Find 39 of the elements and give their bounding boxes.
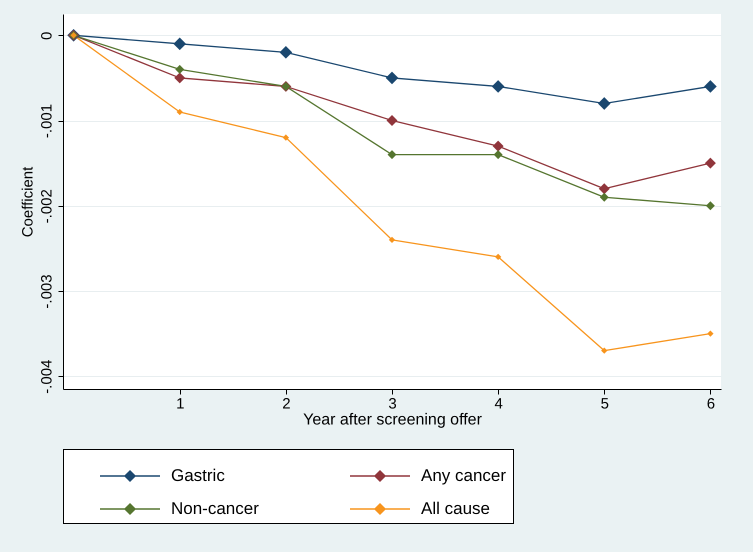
x-tick-label: 4 bbox=[494, 396, 503, 412]
x-tick-label: 3 bbox=[388, 396, 397, 412]
x-tick-label: 6 bbox=[706, 396, 716, 412]
point bbox=[176, 108, 183, 116]
y-tick-label: -.002 bbox=[38, 189, 56, 224]
point bbox=[601, 347, 608, 354]
point bbox=[704, 80, 717, 93]
point bbox=[598, 183, 610, 194]
point bbox=[388, 236, 396, 244]
point bbox=[492, 140, 504, 152]
point bbox=[494, 150, 503, 160]
point bbox=[174, 72, 186, 84]
y-tick-label: -.001 bbox=[38, 104, 56, 138]
point bbox=[600, 192, 609, 202]
point bbox=[706, 201, 715, 210]
x-tick-label: 5 bbox=[600, 396, 609, 412]
point bbox=[386, 115, 398, 126]
legend-label: All cause bbox=[421, 499, 490, 518]
x-tick-label: 1 bbox=[176, 396, 184, 412]
point bbox=[175, 64, 184, 74]
point bbox=[282, 134, 290, 141]
y-tick-label: 0 bbox=[38, 32, 56, 40]
point bbox=[280, 46, 292, 59]
point bbox=[598, 97, 611, 110]
x-tick-label: 2 bbox=[282, 396, 291, 412]
point bbox=[173, 38, 186, 50]
x-axis-title: Year after screening offer bbox=[303, 412, 483, 428]
legend-label: Gastric bbox=[171, 466, 226, 485]
legend-label: Any cancer bbox=[421, 466, 506, 485]
y-axis-title: Coefficient bbox=[20, 166, 36, 238]
point bbox=[494, 254, 502, 260]
point bbox=[388, 150, 396, 160]
point bbox=[704, 158, 716, 169]
point bbox=[386, 72, 398, 84]
point bbox=[492, 80, 504, 93]
point bbox=[707, 330, 714, 337]
y-tick-label: -.004 bbox=[38, 360, 56, 394]
legend-label: Non-cancer bbox=[171, 499, 260, 518]
y-tick-label: -.003 bbox=[38, 274, 56, 309]
